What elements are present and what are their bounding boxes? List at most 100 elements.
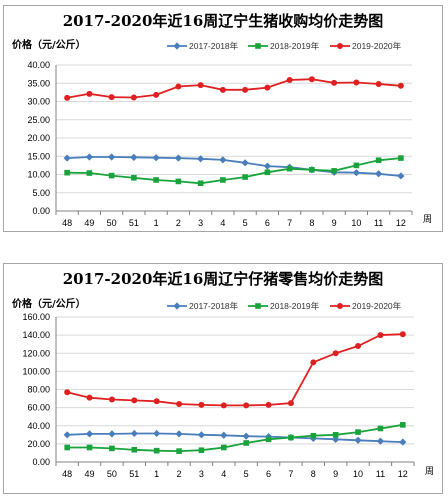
- data-point: [108, 172, 115, 179]
- data-point: [242, 86, 249, 93]
- data-point: [375, 170, 383, 178]
- x-tick-label: 48: [62, 469, 72, 479]
- legend-label: 2017-2018年: [189, 41, 239, 51]
- x-tick-label: 49: [85, 469, 95, 479]
- data-point: [64, 444, 70, 451]
- data-point: [331, 168, 337, 174]
- series-line: [66, 78, 401, 99]
- legend-marker: [255, 303, 261, 309]
- data-point: [175, 178, 182, 185]
- y-tick-label: 60.00: [27, 403, 50, 413]
- data-point: [197, 82, 204, 89]
- x-tick-label: 6: [266, 469, 271, 479]
- y-tick-label: 15.00: [27, 151, 50, 161]
- x-tick-label: 51: [129, 469, 139, 479]
- series-line: [67, 432, 403, 443]
- x-tick-label: 51: [129, 218, 139, 228]
- data-point: [397, 82, 404, 89]
- y-tick-label: 20.00: [27, 133, 50, 143]
- y-tick-label: 140.00: [22, 330, 50, 340]
- data-point: [242, 174, 248, 180]
- series-line: [67, 157, 401, 185]
- data-point: [85, 153, 93, 161]
- x-tick-label: 2: [177, 469, 182, 479]
- data-point: [265, 401, 272, 408]
- data-point: [86, 170, 93, 176]
- data-point: [243, 402, 250, 409]
- x-tick-label: 12: [398, 469, 408, 479]
- y-tick-label: 160.00: [22, 312, 50, 322]
- x-tick-label: 5: [243, 218, 248, 228]
- y-tick-label: 30.00: [27, 97, 50, 107]
- data-point: [332, 350, 339, 357]
- x-tick-label: 9: [332, 218, 337, 228]
- x-tick-label: 49: [84, 218, 94, 228]
- data-point: [355, 343, 362, 349]
- data-point: [63, 154, 71, 162]
- data-point: [198, 447, 205, 454]
- data-point: [108, 396, 115, 403]
- data-point: [399, 331, 406, 338]
- chart-title: 2017-2020年近16周辽宁生猪收购均价走势图: [63, 12, 384, 30]
- data-point: [355, 429, 361, 435]
- data-point: [109, 445, 115, 452]
- data-point: [398, 155, 404, 161]
- x-tick-label: 50: [107, 469, 117, 479]
- series-line: [67, 423, 403, 453]
- data-point: [310, 359, 317, 366]
- y-axis-label: 价格（元/公斤）: [12, 38, 86, 51]
- data-point: [354, 436, 362, 444]
- data-point: [198, 401, 205, 408]
- data-point: [130, 94, 137, 101]
- data-point: [219, 86, 226, 93]
- data-point: [377, 425, 384, 432]
- data-point: [197, 431, 206, 439]
- data-point: [353, 162, 360, 169]
- x-tick-label: 5: [244, 469, 249, 479]
- data-point: [108, 430, 116, 438]
- data-point: [308, 76, 315, 83]
- legend-marker: [173, 302, 181, 310]
- data-point: [131, 446, 138, 453]
- data-point: [86, 394, 93, 401]
- x-tick-label: 4: [221, 469, 226, 479]
- data-point: [332, 432, 339, 438]
- y-axis-label: 价格（元/公斤）: [12, 297, 86, 310]
- data-point: [376, 437, 385, 445]
- legend-marker: [173, 42, 181, 50]
- legend-marker: [255, 43, 261, 49]
- y-tick-label: 20.00: [27, 439, 50, 449]
- data-point: [153, 398, 160, 405]
- x-tick-label: 1: [154, 218, 159, 228]
- data-point: [175, 430, 183, 438]
- y-tick-label: 100.00: [22, 366, 50, 376]
- x-tick-label: 8: [309, 218, 314, 228]
- data-point: [264, 169, 271, 176]
- x-tick-label: 11: [374, 218, 383, 228]
- y-tick-label: 40.00: [27, 60, 50, 70]
- data-point: [220, 402, 227, 409]
- data-point: [243, 440, 249, 446]
- data-point: [265, 436, 272, 443]
- data-point: [197, 180, 204, 187]
- x-tick-label: 50: [107, 218, 117, 228]
- legend-label: 2018-2019年: [270, 41, 320, 51]
- data-point: [264, 84, 271, 91]
- x-tick-label: 7: [288, 469, 293, 479]
- chart-piglet-retail-price: 2017-2020年近16周辽宁仔猪零售均价走势图 价格（元/公斤） 周 0.0…: [3, 263, 443, 494]
- data-point: [64, 94, 71, 101]
- data-point: [219, 156, 227, 164]
- data-point: [288, 434, 294, 441]
- y-tick-label: 25.00: [27, 115, 50, 125]
- legend-label: 2017-2018年: [189, 301, 239, 311]
- x-tick-label: 1: [154, 469, 159, 479]
- data-point: [287, 400, 294, 407]
- data-point: [174, 154, 182, 162]
- legend-label: 2019-2020年: [352, 301, 402, 311]
- data-point: [131, 174, 137, 181]
- x-tick-label: 4: [220, 218, 225, 228]
- data-point: [153, 177, 159, 183]
- data-point: [108, 94, 115, 101]
- legend-marker: [337, 303, 343, 309]
- data-point: [400, 422, 406, 428]
